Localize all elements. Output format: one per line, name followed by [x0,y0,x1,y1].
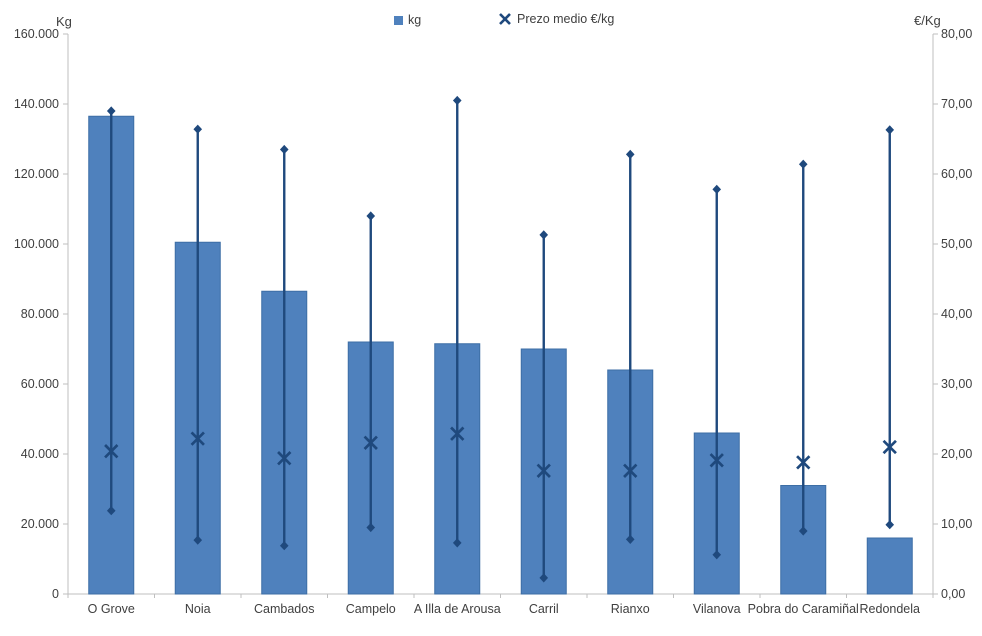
mean-x-marker-A Illa de Arousa [450,426,465,441]
high-marker-Vilanova [712,184,722,194]
category-label: Pobra do Caramiñal [748,602,859,616]
low-marker-Redondela [885,520,895,530]
low-marker-Carril [539,573,549,583]
kg-series-swatch-icon [394,15,403,25]
mean-x-marker-Redondela [882,439,897,455]
right-tick-label: 60,00 [941,167,972,181]
category-label: Noia [185,602,211,616]
mean-x-marker-Noia [190,431,205,446]
right-tick-label: 0,00 [941,587,965,601]
left-tick-label: 60.000 [21,377,59,391]
bar-Redondela [866,537,913,595]
left-tick-label: 160.000 [14,27,59,41]
category-label: O Grove [88,602,135,616]
right-tick-label: 30,00 [941,377,972,391]
mean-x-marker-O Grove [104,444,119,459]
high-marker-Pobra do Caramiñal [798,159,808,169]
low-marker-Rianxo [625,534,635,544]
left-tick-label: 80.000 [21,307,59,321]
high-marker-Carril [539,230,549,240]
left-tick-label: 100.000 [14,237,59,251]
mean-x-marker-Cambados [277,451,292,466]
low-marker-A Illa de Arousa [452,538,462,548]
right-tick-label: 80,00 [941,27,972,41]
category-label: Rianxo [611,602,650,616]
category-label: Campelo [346,602,396,616]
high-marker-Cambados [279,144,289,155]
low-marker-O Grove [106,506,116,516]
x-marker-icon [499,13,511,25]
mean-x-marker-Carril [536,463,551,478]
left-tick-label: 120.000 [14,167,59,181]
legend-item-prezo-medio: Prezo medio €/kg [498,12,614,26]
left-tick-label: 0 [52,587,59,601]
high-marker-Rianxo [625,149,635,159]
category-label: Carril [529,602,559,616]
left-tick-label: 20.000 [21,517,59,531]
low-marker-Cambados [279,541,289,551]
high-marker-Campelo [366,211,376,221]
low-marker-Vilanova [712,550,722,560]
right-tick-label: 50,00 [941,237,972,251]
right-tick-label: 20,00 [941,447,972,461]
left-tick-label: 40.000 [21,447,59,461]
high-marker-Noia [193,124,203,134]
right-axis-title: €/Kg [914,13,941,28]
low-marker-Campelo [366,522,376,533]
category-label: Cambados [254,602,314,616]
legend-kg-label: kg [408,13,422,27]
low-marker-Noia [193,535,203,545]
high-marker-O Grove [106,106,116,116]
category-label: Vilanova [693,602,741,616]
mean-x-marker-Rianxo [623,463,638,478]
left-tick-label: 140.000 [14,97,59,111]
right-tick-label: 40,00 [941,307,972,321]
mean-x-marker-Pobra do Caramiñal [796,455,811,470]
right-tick-label: 70,00 [941,97,972,111]
low-marker-Pobra do Caramiñal [798,526,808,536]
legend-prezo-label: Prezo medio €/kg [517,12,615,26]
high-marker-A Illa de Arousa [452,95,462,106]
category-label: Redondela [860,602,921,616]
right-tick-label: 10,00 [941,517,972,531]
legend-item-kg: kg [394,13,421,27]
category-label: A Illa de Arousa [414,602,501,616]
mean-x-marker-Campelo [363,435,378,450]
high-marker-Redondela [885,125,895,135]
mean-x-marker-Vilanova [709,453,724,468]
left-axis-title: Kg [56,14,72,29]
